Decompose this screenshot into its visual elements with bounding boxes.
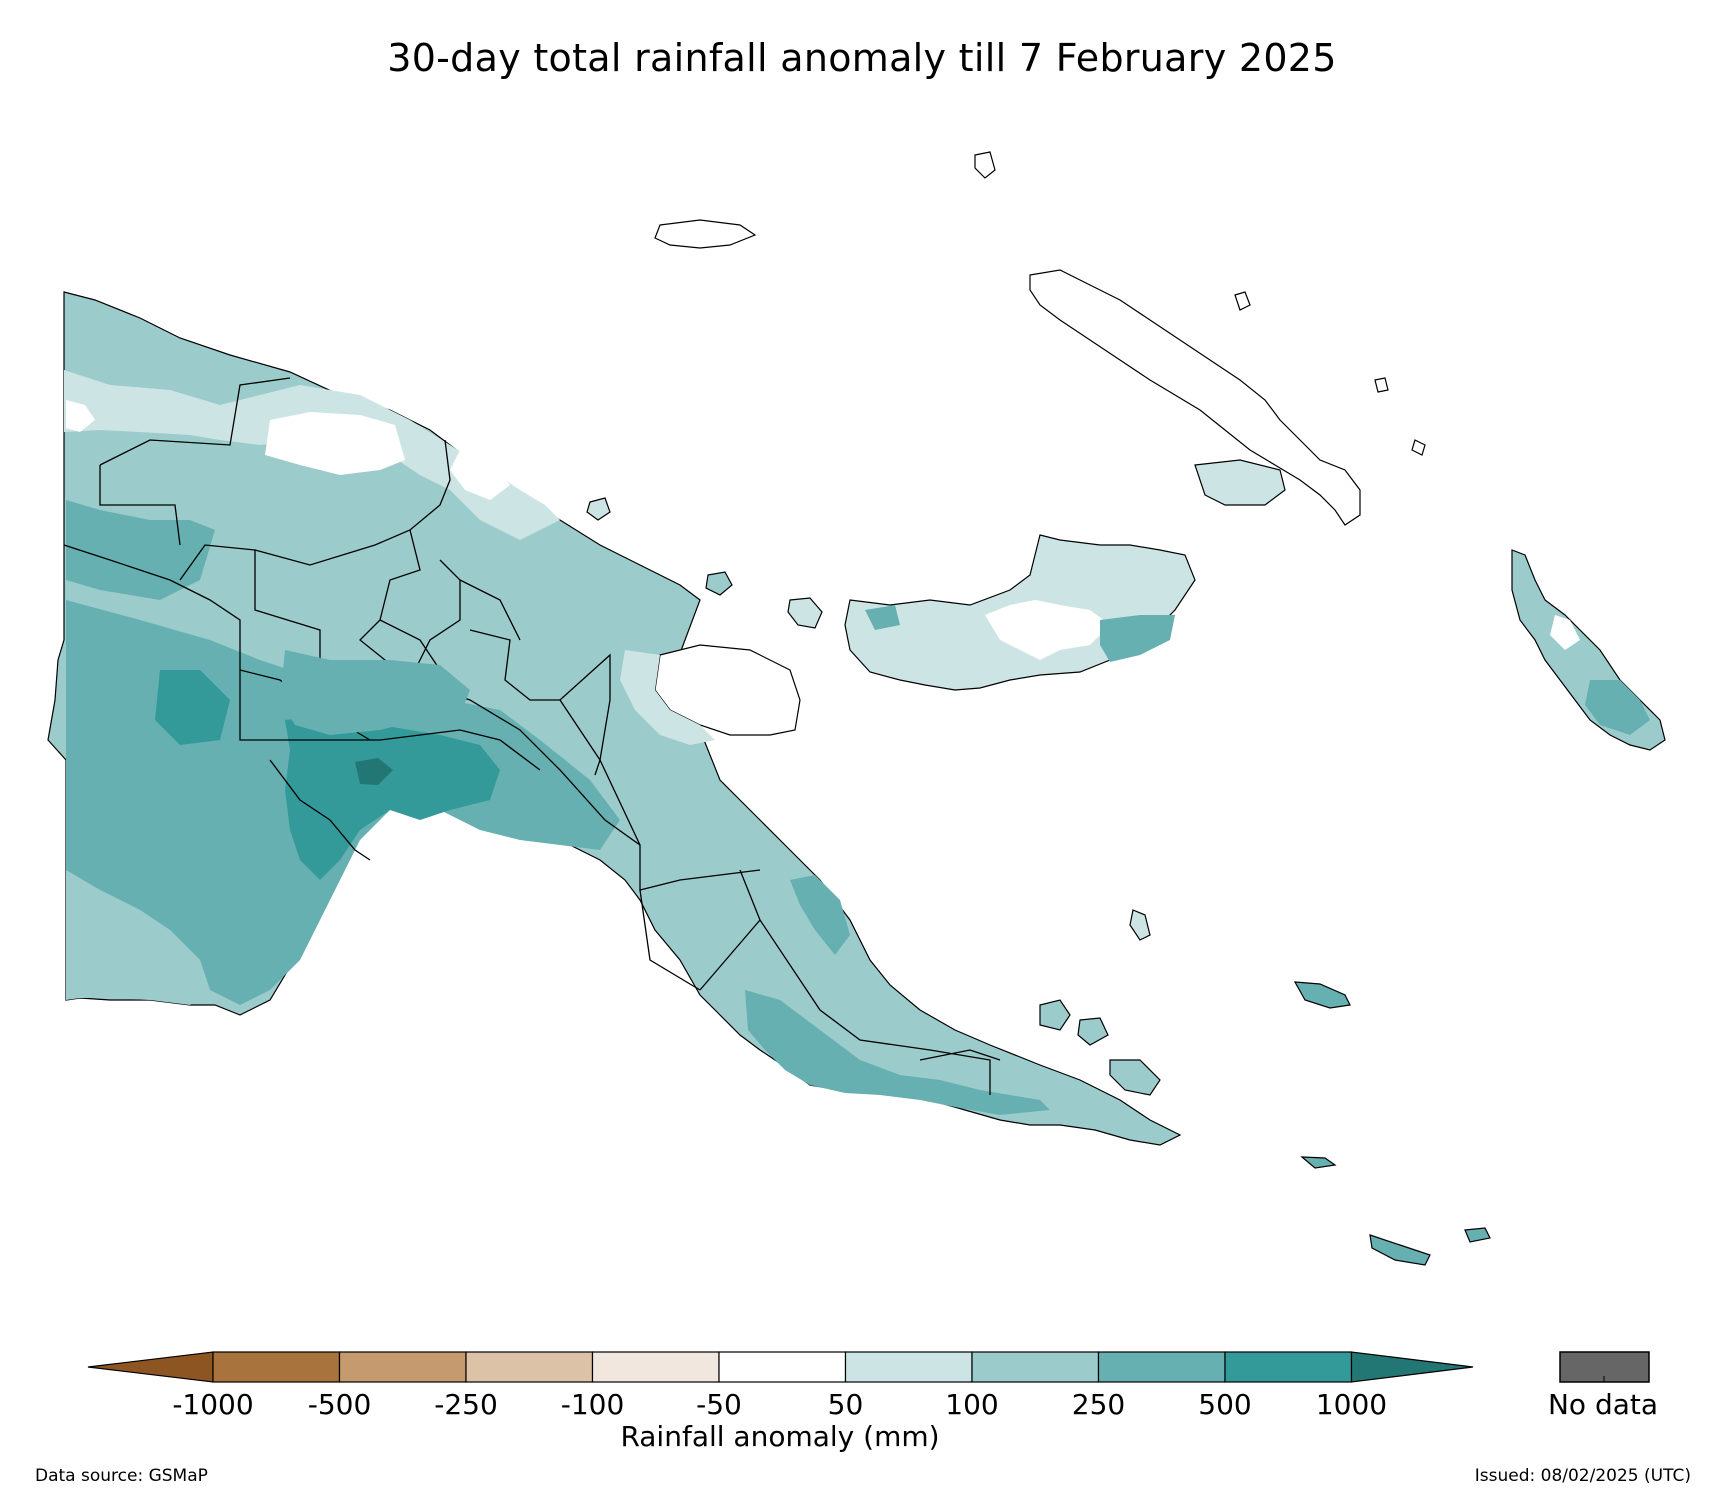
colorbar-bin: [971, 1351, 1100, 1383]
madang-light-band: [620, 650, 715, 745]
misima-island: [1300, 1156, 1337, 1169]
papuan-peninsula-dark-region: [745, 990, 1050, 1115]
highlands-dark-region: [280, 650, 470, 735]
rossel-island: [1369, 1227, 1491, 1266]
karkar-island: [586, 497, 611, 521]
new-britain-white-patch: [985, 600, 1110, 660]
core-dark-region: [355, 758, 393, 785]
colorbar-extend-high: [1350, 1351, 1474, 1383]
colorbar-bin: [338, 1351, 467, 1383]
colorbar-tick-label: 500: [1198, 1388, 1252, 1421]
dentrecasteaux-island: [1039, 999, 1161, 1096]
nissan-island: [1411, 439, 1426, 456]
north-coast-light-region: [64, 370, 560, 540]
woodlark-island: [1293, 981, 1351, 1009]
mussau-island: [974, 151, 996, 179]
map-title: 30-day total rainfall anomaly till 7 Feb…: [387, 36, 1337, 80]
manus-island: [654, 219, 757, 249]
southwest-light-region: [66, 870, 210, 1005]
colorbar-bin: [212, 1351, 341, 1383]
eastern-white-patch: [450, 450, 510, 500]
colorbar-bin: [718, 1351, 847, 1383]
peninsula-east-dark-region: [790, 875, 850, 955]
rainfall-map: [47, 151, 1666, 1266]
colorbar-tick-label: -1000: [172, 1388, 254, 1421]
colorbar-bin: [465, 1351, 594, 1383]
bougainville-dark-region: [1585, 680, 1650, 735]
colorbar-tick-label: -50: [696, 1388, 742, 1421]
colorbar-tick-label: 50: [827, 1388, 864, 1421]
colorbar-bin: [1097, 1351, 1226, 1383]
umboi-island: [787, 597, 823, 629]
colorbar-tick-label: -500: [307, 1388, 372, 1421]
nodata-label: No data: [1547, 1388, 1659, 1421]
colorbar-bin: [1224, 1351, 1353, 1383]
new-ireland-island: [1029, 269, 1361, 526]
data-source: Data source: GSMaP: [35, 1466, 208, 1486]
colorbar-bin: [844, 1351, 973, 1383]
colorbar-bin: [591, 1351, 720, 1383]
trobriand-islands: [1129, 909, 1151, 941]
colorbar-tick-label: 250: [1071, 1388, 1126, 1421]
colorbar-label: Rainfall anomaly (mm): [620, 1420, 940, 1453]
bougainville-white-patch: [1550, 615, 1580, 650]
colorbar-bins: [87, 1351, 1474, 1383]
colorbar-extend-low: [87, 1351, 214, 1383]
new-britain-dark-region: [865, 605, 1175, 662]
southern-500-1000-region: [155, 670, 500, 880]
colorbar-tick-label: 1000: [1315, 1388, 1388, 1421]
northwest-white-patch: [66, 400, 95, 432]
colorbar-tick-label: 100: [945, 1388, 999, 1421]
north-white-patch: [265, 412, 405, 475]
colorbar-tick-label: -250: [434, 1388, 498, 1421]
issued-date: Issued: 08/02/2025 (UTC): [1474, 1466, 1691, 1486]
new-ireland-light-patch: [1194, 459, 1286, 506]
long-island: [705, 571, 733, 596]
feni-islands: [1234, 291, 1389, 393]
colorbar-tick-label: -100: [560, 1388, 625, 1421]
